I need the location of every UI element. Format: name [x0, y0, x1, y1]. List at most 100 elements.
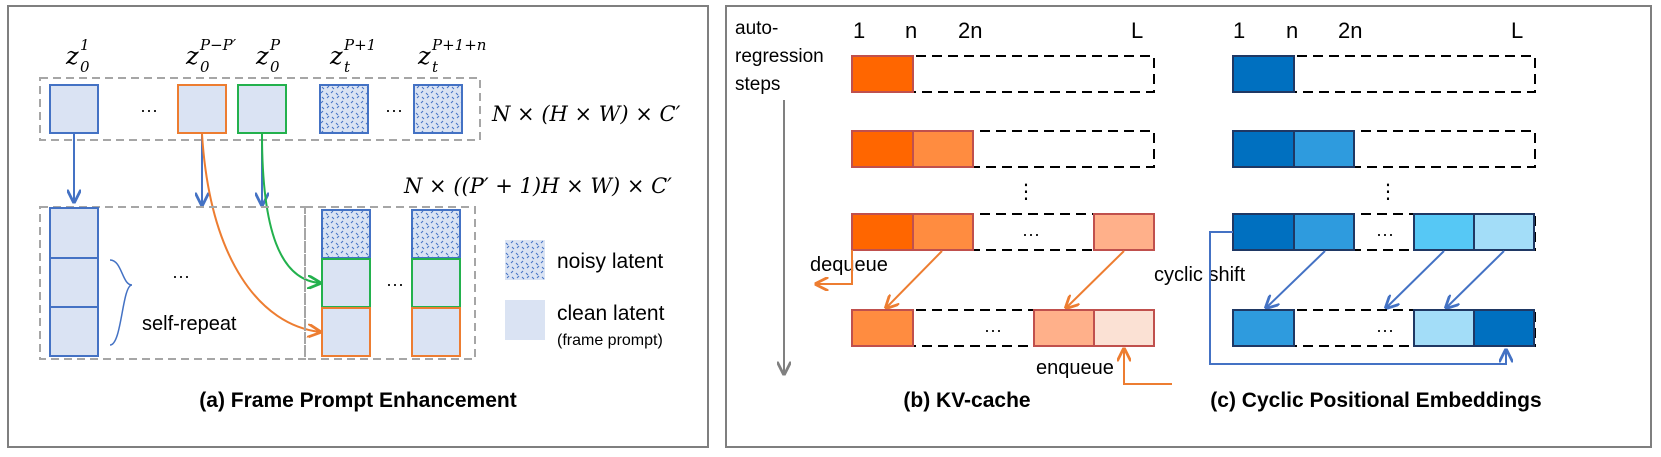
ellipsis: ···: [1376, 320, 1394, 340]
panel-bc-border: [725, 5, 1652, 448]
enqueue-label: enqueue: [1036, 357, 1114, 379]
shift-arrow: [1266, 250, 1326, 308]
stack-noisy: [411, 209, 461, 259]
tick-2n: 2n: [1338, 18, 1362, 43]
caption-a: (a) Frame Prompt Enhancement: [199, 389, 516, 412]
cache-block: [912, 130, 974, 168]
legend-clean-swatch: [505, 300, 545, 340]
cyclic-arrow: [1209, 231, 1506, 365]
latent-label-base: z: [329, 42, 343, 70]
steps-label-line2: regression: [735, 46, 824, 67]
ellipsis: ···: [172, 266, 190, 286]
pe-block: [1232, 309, 1295, 347]
latent-cell-blue: [49, 84, 99, 134]
tick-L: L: [1511, 18, 1523, 43]
cache-block: [1093, 309, 1155, 347]
latent-label-z0-p-minus: z 0 P−P′: [185, 36, 237, 76]
legend-noisy-label: noisy latent: [557, 250, 663, 273]
tick-n: n: [905, 18, 917, 43]
latent-cell-orange: [177, 84, 227, 134]
cache-block: [851, 55, 914, 93]
cache-block: [1093, 213, 1155, 251]
pe-block: [1413, 309, 1475, 347]
tick-L: L: [1131, 18, 1143, 43]
latent-group-top: [39, 77, 481, 141]
latent-label-sup: 1: [80, 36, 90, 54]
vdots: ⋮: [1016, 181, 1036, 203]
legend-clean-sublabel: (frame prompt): [557, 332, 663, 349]
latent-label-sub: 0: [270, 58, 280, 76]
stack-green: [411, 258, 461, 308]
tick-1: 1: [1233, 18, 1245, 43]
latent-label-z0-p: z 0 P: [255, 36, 281, 76]
tick-2n: 2n: [958, 18, 982, 43]
cache-block: [851, 213, 914, 251]
latent-cell-noisy: [319, 84, 369, 134]
stack-green: [321, 258, 371, 308]
caption-c: (c) Cyclic Positional Embeddings: [1210, 389, 1541, 412]
tick-1: 1: [853, 18, 865, 43]
latent-label-sup: P: [269, 36, 281, 54]
repeat-group: [39, 206, 306, 360]
shift-arrow: [1446, 250, 1505, 308]
latent-label-zt-p1: z t P+1: [329, 36, 376, 76]
arrow-green: [261, 133, 320, 283]
panel-a-border: [7, 5, 709, 448]
concat-group: [304, 206, 476, 360]
shape-label-bottom: N × ((P′ + 1)H × W) × C′: [403, 174, 672, 198]
panel-bc: auto- regression steps 1 n 2n L ⋮ ··· de…: [725, 5, 1652, 448]
repeat-column: [49, 207, 99, 357]
panel-b: 1 n 2n L ⋮ ··· dequeue ···: [810, 18, 1172, 412]
pe-block: [1232, 213, 1295, 251]
latent-cell-noisy: [413, 84, 463, 134]
latent-label-sub: t: [432, 58, 439, 76]
latent-label-sub: t: [344, 58, 351, 76]
pe-block: [1293, 130, 1355, 168]
ellipsis: ···: [1022, 224, 1040, 244]
shift-arrow: [886, 250, 943, 308]
latent-label-base: z: [417, 42, 431, 70]
latent-label-z0-1: z 0 1: [65, 36, 90, 76]
latent-label-base: z: [65, 42, 79, 70]
enqueue-arrow: [1124, 349, 1172, 385]
stack-noisy: [321, 209, 371, 259]
pe-block: [1293, 213, 1355, 251]
ellipsis: ···: [140, 100, 158, 120]
latent-label-sup: P+1+n: [431, 36, 486, 54]
cache-block: [1033, 309, 1095, 347]
latent-label-sub: 0: [80, 58, 90, 76]
cyclic-shift-label: cyclic shift: [1154, 264, 1246, 286]
stack-orange: [411, 307, 461, 357]
brace: [109, 259, 133, 346]
vdots: ⋮: [1378, 181, 1398, 203]
arrow-orange: [201, 133, 320, 332]
ellipsis: ···: [1376, 224, 1394, 244]
cache-block: [912, 213, 974, 251]
latent-label-sup: P−P′: [199, 36, 237, 54]
stack-orange: [321, 307, 371, 357]
pe-block: [1232, 130, 1295, 168]
pe-block: [1413, 213, 1475, 251]
panel-c: 1 n 2n L ⋮ ··· cyclic shift: [1154, 18, 1542, 412]
tick-n: n: [1286, 18, 1298, 43]
latent-cell-green: [237, 84, 287, 134]
self-repeat-label: self-repeat: [142, 313, 237, 335]
legend-clean-label: clean latent: [557, 302, 665, 325]
steps-label-line1: auto-: [735, 18, 778, 39]
steps-label-line3: steps: [735, 74, 780, 95]
caption-b: (b) KV-cache: [903, 389, 1030, 412]
pe-block: [1473, 213, 1535, 251]
latent-label-base: z: [185, 42, 199, 70]
panel-a: z 0 1 z 0 P−P′ z 0 P z t P+1 z t P+1+n ·…: [7, 5, 709, 448]
latent-label-sub: 0: [200, 58, 210, 76]
ellipsis: ···: [386, 274, 404, 294]
legend-noisy-swatch: [505, 240, 545, 280]
latent-label-zt-p1n: z t P+1+n: [417, 36, 486, 76]
dequeue-arrow: [816, 250, 853, 284]
pe-block: [1473, 309, 1535, 347]
latent-label-base: z: [255, 42, 269, 70]
shift-arrow: [1066, 250, 1125, 308]
latent-label-sup: P+1: [343, 36, 376, 54]
ellipsis: ···: [385, 100, 403, 120]
cache-block: [851, 130, 914, 168]
